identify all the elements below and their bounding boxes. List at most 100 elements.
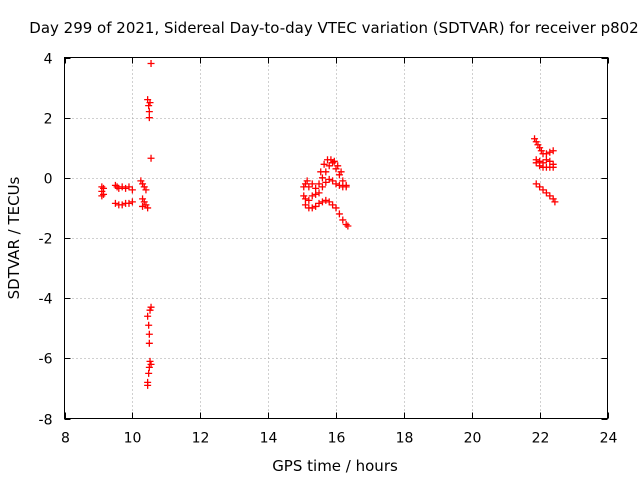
data-point	[539, 186, 547, 194]
data-point	[144, 204, 152, 212]
data-point	[118, 183, 126, 191]
data-point	[334, 162, 342, 170]
data-point	[536, 183, 544, 191]
data-point	[122, 184, 130, 192]
data-points	[98, 60, 559, 389]
data-point	[145, 369, 153, 377]
data-point	[318, 174, 326, 182]
x-tick-label: 12	[192, 431, 210, 447]
data-point	[147, 60, 155, 68]
data-point	[305, 196, 313, 204]
data-point	[146, 357, 154, 365]
data-point	[128, 186, 136, 194]
x-tick-label: 10	[124, 431, 142, 447]
x-tick-label: 14	[260, 431, 278, 447]
data-point	[145, 108, 153, 116]
data-point	[344, 222, 352, 230]
data-point	[301, 201, 309, 209]
data-point	[532, 180, 540, 188]
data-point	[542, 150, 550, 158]
data-point	[312, 202, 320, 210]
data-point	[532, 159, 540, 167]
data-point	[546, 148, 554, 156]
data-point	[332, 180, 340, 188]
data-point	[546, 157, 554, 165]
data-point	[329, 201, 337, 209]
data-point	[128, 198, 136, 206]
data-point	[147, 154, 155, 162]
x-tick-label: 18	[396, 431, 414, 447]
data-point	[327, 156, 335, 164]
data-point	[308, 180, 316, 188]
data-point	[542, 156, 550, 164]
chart-title: Day 299 of 2021, Sidereal Day-to-day VTE…	[29, 19, 638, 37]
y-tick-label: 2	[44, 112, 53, 128]
y-axis-title: SDTVAR / TECUs	[5, 176, 23, 299]
x-tick-label: 8	[61, 431, 70, 447]
data-point	[342, 183, 350, 191]
data-point	[305, 183, 313, 191]
data-point	[342, 220, 350, 228]
y-tick-label: 4	[44, 52, 53, 68]
data-point	[125, 199, 133, 207]
y-tick-label: -2	[39, 232, 53, 248]
data-point	[322, 178, 330, 186]
data-point	[332, 204, 340, 212]
data-point	[337, 168, 345, 176]
data-point	[145, 330, 153, 338]
data-point	[325, 198, 333, 206]
data-point	[100, 184, 108, 192]
data-point	[144, 312, 152, 320]
data-point	[329, 177, 337, 185]
x-tick-label: 16	[328, 431, 346, 447]
data-point	[303, 177, 311, 185]
data-point	[139, 202, 147, 210]
data-point	[549, 163, 557, 171]
data-point	[125, 183, 133, 191]
data-point	[551, 198, 559, 206]
data-point	[318, 198, 326, 206]
data-point	[318, 183, 326, 191]
x-tick-label: 22	[532, 431, 550, 447]
data-point	[100, 190, 108, 198]
data-point	[312, 190, 320, 198]
data-point	[308, 192, 316, 200]
grid	[64, 57, 608, 419]
data-point	[330, 157, 338, 165]
data-point	[317, 168, 325, 176]
data-point	[111, 199, 119, 207]
data-point	[146, 306, 154, 314]
data-point	[142, 186, 150, 194]
data-point	[98, 192, 106, 200]
x-axis-title: GPS time / hours	[272, 457, 398, 475]
data-point	[339, 216, 347, 224]
x-tick-label: 20	[464, 431, 482, 447]
data-point	[301, 195, 309, 203]
data-point	[320, 160, 328, 168]
data-point	[325, 162, 333, 170]
data-point	[118, 201, 126, 209]
data-point	[322, 196, 330, 204]
data-point	[144, 381, 152, 389]
data-point	[546, 192, 554, 200]
data-point	[335, 210, 343, 218]
data-point	[308, 204, 316, 212]
data-point	[146, 99, 154, 107]
data-point	[549, 147, 557, 155]
data-point	[115, 184, 123, 192]
y-tick-label: 0	[44, 172, 53, 188]
data-point	[312, 184, 320, 192]
data-point	[315, 199, 323, 207]
data-point	[145, 321, 153, 329]
data-point	[145, 339, 153, 347]
data-point	[325, 175, 333, 183]
data-point	[339, 177, 347, 185]
data-point	[147, 360, 155, 368]
y-tick-label: -8	[39, 413, 53, 429]
data-point	[147, 303, 155, 311]
x-tick-label: 24	[600, 431, 618, 447]
y-tick-label: -4	[39, 292, 53, 308]
